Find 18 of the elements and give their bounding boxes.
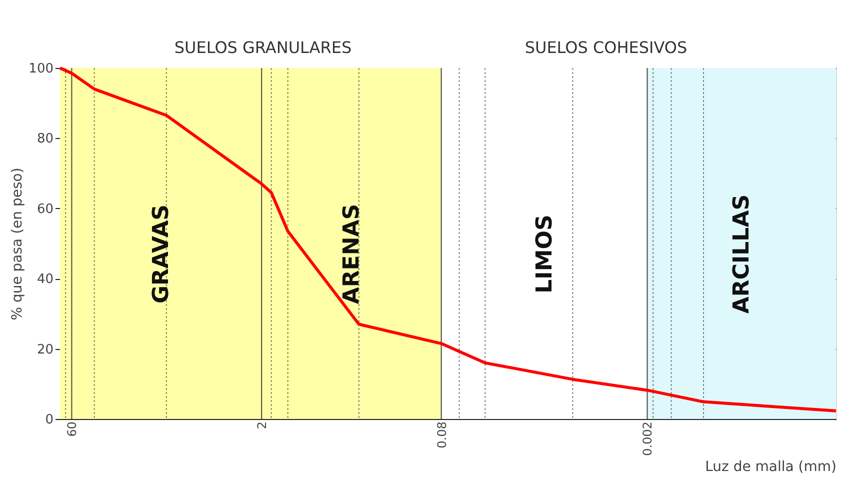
y-axis-title: % que pasa (en peso) xyxy=(10,168,26,320)
y-tick-label: 100 xyxy=(28,62,54,76)
x-tick-label: 0.002 xyxy=(640,422,655,456)
x-tick-label: 0.08 xyxy=(434,422,449,448)
y-tick-label: 60 xyxy=(36,202,54,217)
x-tick-label: 2 xyxy=(255,422,270,430)
band-label: GRAVAS xyxy=(148,204,174,304)
y-tick-label: 80 xyxy=(36,132,54,147)
x-tick-label: 60 xyxy=(65,422,80,437)
y-tick-label: 40 xyxy=(36,272,54,288)
y-tick-label: 20 xyxy=(36,342,54,358)
band-label: LIMOS xyxy=(532,214,558,294)
text: SUELOS COHESIVOS xyxy=(524,38,688,57)
x-axis-title: Luz de malla (mm) xyxy=(705,458,836,475)
band-label: ARENAS xyxy=(339,204,364,304)
text: SUELOS GRANULARES xyxy=(174,38,352,57)
y-tick-label: 0 xyxy=(45,412,54,428)
band-label: ARCILLAS xyxy=(730,194,755,314)
